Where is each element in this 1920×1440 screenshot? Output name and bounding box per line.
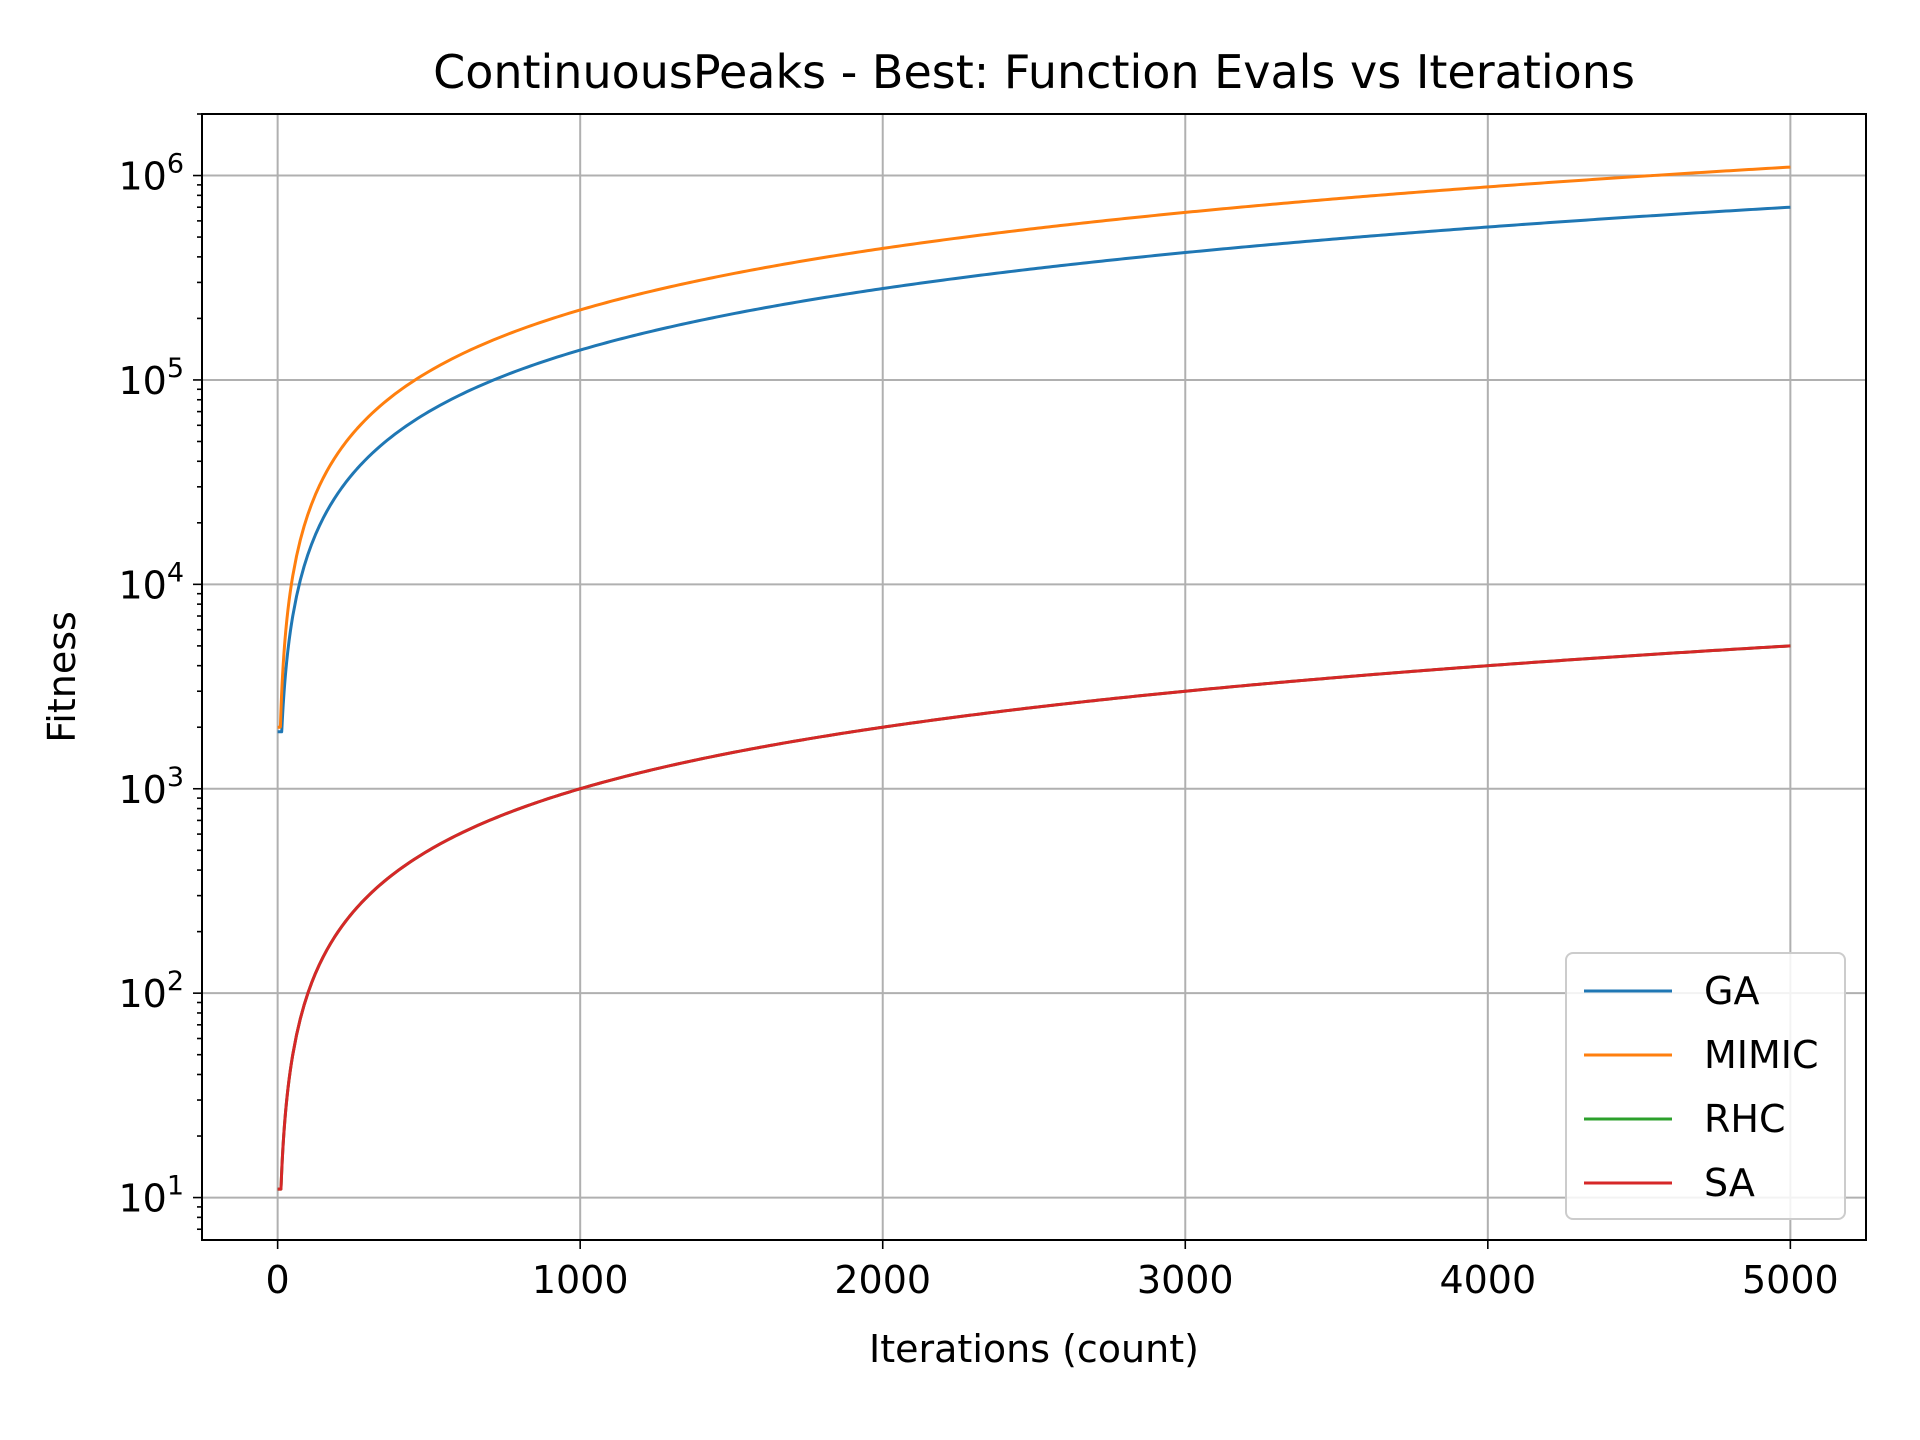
legend-label-ga: GA [1704,969,1759,1013]
x-tick-label: 0 [266,1258,290,1302]
series-line-sa [276,644,1791,1191]
series-line-mimic [276,165,1791,729]
y-tick-label: 104 [118,557,184,607]
chart-title: ContinuousPeaks - Best: Function Evals v… [433,45,1635,99]
x-tick-label: 5000 [1742,1258,1839,1302]
x-tick-label: 3000 [1137,1258,1234,1302]
y-tick-label: 102 [118,966,184,1016]
x-axis-label: Iterations (count) [869,1327,1199,1371]
legend-label-sa: SA [1704,1161,1755,1205]
grid [202,114,1866,1240]
y-tick-label: 103 [118,762,184,812]
y-tick-label: 101 [118,1171,184,1221]
legend: GA MIMIC RHC SA [1565,952,1846,1220]
y-axis-ticks: 101 102 103 104 105 106 [118,113,202,1231]
legend-label-rhc: RHC [1704,1097,1786,1141]
x-tick-label: 1000 [532,1258,629,1302]
x-axis-ticks: 0 1000 2000 3000 4000 5000 [266,1240,1839,1302]
plot-frame [201,113,1867,1241]
y-tick-label: 105 [118,353,184,403]
y-axis-label: Fitness [40,611,84,743]
x-tick-label: 4000 [1439,1258,1536,1302]
legend-items: GA MIMIC RHC SA [1584,969,1819,1205]
y-tick-label: 106 [118,149,184,199]
series-lines [276,165,1791,1191]
series-line-ga [276,205,1791,734]
x-tick-label: 2000 [834,1258,931,1302]
legend-label-mimic: MIMIC [1704,1033,1819,1077]
legend-box [1565,952,1846,1220]
